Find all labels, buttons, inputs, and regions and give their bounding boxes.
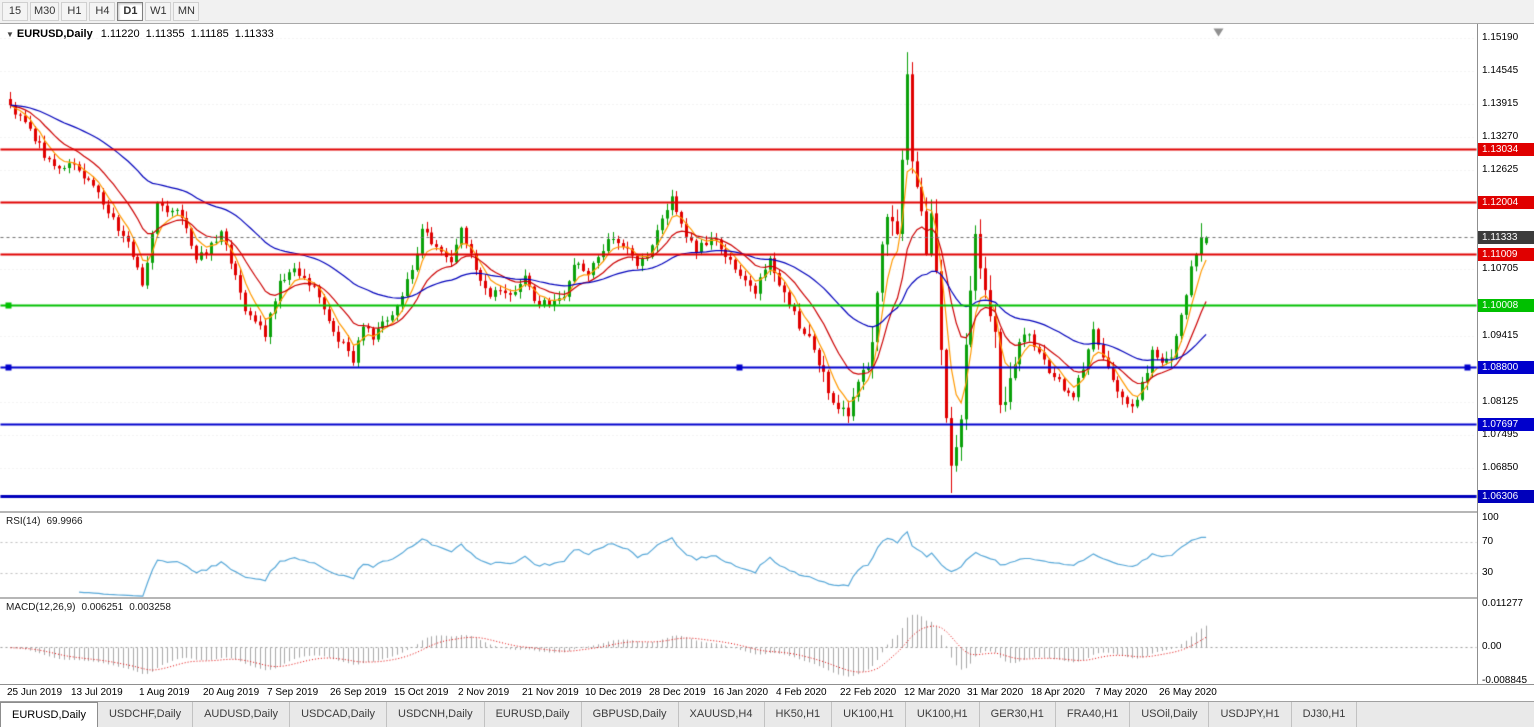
- chart-tab-eurusd-daily[interactable]: EURUSD,Daily: [485, 702, 582, 727]
- date-axis-label: 31 Mar 2020: [967, 687, 1024, 698]
- current-price-tag: 1.11333: [1478, 231, 1534, 244]
- macd-axis-tick: -0.008845: [1482, 675, 1528, 686]
- price-axis: 1.15190 1.14545 1.13915 1.13270 1.12625 1.107…: [1477, 24, 1534, 686]
- price-axis-tick: 1.13270: [1482, 131, 1519, 142]
- chart-tab-uk100-h1[interactable]: UK100,H1: [832, 702, 906, 727]
- level-price-tag: 1.12004: [1478, 196, 1534, 209]
- chart-tab-fra40-h1[interactable]: FRA40,H1: [1056, 702, 1131, 727]
- date-axis-label: 12 Mar 2020: [904, 687, 961, 698]
- price-axis-tick: 1.12625: [1482, 164, 1519, 175]
- timeframe-button-w1[interactable]: W1: [145, 2, 172, 21]
- date-axis-label: 10 Dec 2019: [585, 687, 642, 698]
- chart-title: ▼ EURUSD,Daily 1.11220 1.11355 1.11185 1.1133…: [6, 28, 280, 40]
- symbol-dropdown-icon[interactable]: ▼: [6, 30, 14, 39]
- level-price-tag: 1.13034: [1478, 143, 1534, 156]
- level-price-tag: 1.11009: [1478, 248, 1534, 261]
- date-axis-label: 22 Feb 2020: [840, 687, 897, 698]
- ohlc-high: 1.11355: [145, 28, 185, 40]
- chart-tab-usdchf-daily[interactable]: USDCHF,Daily: [98, 702, 194, 727]
- date-axis-label: 26 Sep 2019: [330, 687, 387, 698]
- chart-tab-usdcad-daily[interactable]: USDCAD,Daily: [290, 702, 388, 727]
- timeframe-toolbar: 15 M30 H1 H4 D1 W1 MN: [0, 0, 1534, 24]
- price-axis-tick: 1.07495: [1482, 429, 1519, 440]
- chart-tab-ger30-h1[interactable]: GER30,H1: [980, 702, 1056, 727]
- price-axis-tick: 1.15190: [1482, 32, 1519, 43]
- macd-axis-tick: 0.011277: [1482, 598, 1523, 609]
- rsi-value: 69.9966: [46, 516, 83, 527]
- timeframe-button-d1[interactable]: D1: [117, 2, 144, 21]
- level-price-tag: 1.06306: [1478, 490, 1534, 503]
- rsi-name: RSI(14): [6, 516, 41, 527]
- chart-tab-dj30-h1[interactable]: DJ30,H1: [1292, 702, 1358, 727]
- date-axis-label: 7 May 2020: [1095, 687, 1148, 698]
- macd-axis-tick: 0.00: [1482, 641, 1502, 652]
- chart-tab-gbpusd-daily[interactable]: GBPUSD,Daily: [582, 702, 679, 727]
- level-price-tag: 1.08800: [1478, 361, 1534, 374]
- panel-separator[interactable]: [0, 511, 1534, 513]
- chart-tab-usoil-daily[interactable]: USOil,Daily: [1130, 702, 1210, 727]
- date-axis-label: 26 May 2020: [1159, 687, 1217, 698]
- chart-tab-xauusd-h4[interactable]: XAUUSD,H4: [679, 702, 765, 727]
- timeframe-button-m30[interactable]: M30: [30, 2, 60, 21]
- date-axis-label: 18 Apr 2020: [1031, 687, 1085, 698]
- date-axis-label: 7 Sep 2019: [267, 687, 319, 698]
- time-axis: 25 Jun 2019 13 Jul 2019 1 Aug 2019 20 Aug 2…: [0, 684, 1534, 701]
- macd-main-value: 0.006251: [81, 602, 124, 613]
- chart-tab-hk50-h1[interactable]: HK50,H1: [765, 702, 833, 727]
- date-axis-label: 21 Nov 2019: [522, 687, 579, 698]
- ohlc-low: 1.11185: [190, 28, 229, 40]
- date-axis-label: 20 Aug 2019: [203, 687, 260, 698]
- date-axis-label: 28 Dec 2019: [649, 687, 706, 698]
- macd-name: MACD(12,26,9): [6, 602, 76, 613]
- chart-tab-usdcnh-daily[interactable]: USDCNH,Daily: [387, 702, 485, 727]
- date-axis-label: 2 Nov 2019: [458, 687, 510, 698]
- chart-tab-usdjpy-h1[interactable]: USDJPY,H1: [1209, 702, 1292, 727]
- price-chart-canvas[interactable]: [0, 24, 1477, 511]
- timeframe-button-15[interactable]: 15: [2, 2, 28, 21]
- chart-tab-eurusd-daily[interactable]: EURUSD,Daily: [0, 702, 98, 727]
- rsi-axis-tick: 70: [1482, 536, 1494, 547]
- date-axis-label: 15 Oct 2019: [394, 687, 449, 698]
- macd-indicator-canvas[interactable]: [0, 599, 1477, 684]
- date-axis-label: 16 Jan 2020: [713, 687, 769, 698]
- date-axis-label: 1 Aug 2019: [139, 687, 190, 698]
- rsi-axis-tick: 30: [1482, 567, 1494, 578]
- macd-indicator-label: MACD(12,26,9) 0.006251 0.003258: [6, 602, 177, 613]
- price-axis-tick: 1.06850: [1482, 462, 1519, 473]
- level-price-tag: 1.10008: [1478, 299, 1534, 312]
- timeframe-button-h4[interactable]: H4: [89, 2, 116, 21]
- panel-separator[interactable]: [0, 597, 1534, 599]
- date-axis-label: 25 Jun 2019: [7, 687, 63, 698]
- price-axis-tick: 1.10705: [1482, 263, 1519, 274]
- chart-tab-uk100-h1[interactable]: UK100,H1: [906, 702, 980, 727]
- chart-symbol-label: EURUSD,Daily: [16, 28, 93, 40]
- price-axis-tick: 1.08125: [1482, 396, 1519, 407]
- chart-tab-audusd-daily[interactable]: AUDUSD,Daily: [193, 702, 291, 727]
- rsi-indicator-label: RSI(14) 69.9966: [6, 516, 89, 527]
- level-price-tag: 1.07697: [1478, 418, 1534, 431]
- price-axis-tick: 1.09415: [1482, 330, 1519, 341]
- chart-tab-bar: EURUSD,Daily USDCHF,Daily AUDUSD,Daily USDC…: [0, 701, 1534, 727]
- macd-signal-value: 0.003258: [129, 602, 171, 613]
- rsi-axis-tick: 100: [1482, 512, 1499, 523]
- timeframe-button-mn[interactable]: MN: [173, 2, 200, 21]
- rsi-indicator-canvas[interactable]: [0, 513, 1477, 597]
- ohlc-close: 1.11333: [234, 28, 274, 40]
- price-axis-tick: 1.14545: [1482, 65, 1519, 76]
- price-axis-tick: 1.13915: [1482, 98, 1519, 109]
- timeframe-button-h1[interactable]: H1: [61, 2, 88, 21]
- ohlc-open: 1.11220: [100, 28, 140, 40]
- date-axis-label: 13 Jul 2019: [71, 687, 123, 698]
- date-axis-label: 4 Feb 2020: [776, 687, 827, 698]
